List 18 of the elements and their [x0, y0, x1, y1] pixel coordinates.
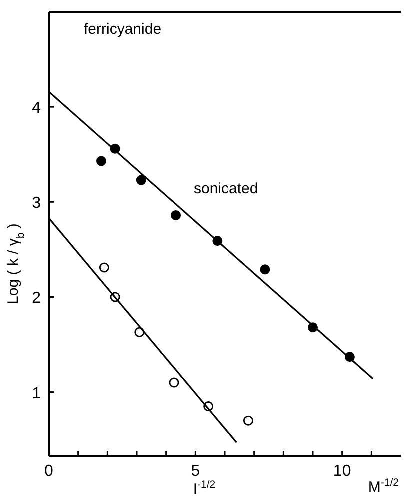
point — [96, 156, 107, 166]
point — [260, 264, 270, 275]
x-tick-label: 10 — [333, 463, 352, 480]
x-tick-label: 5 — [191, 463, 200, 480]
point — [169, 378, 180, 388]
text: M$^{-1/2}$ — [368, 477, 400, 496]
y-tick-label: 3 — [32, 195, 42, 212]
y-tick-label: 2 — [32, 290, 42, 308]
point — [99, 262, 110, 273]
annotation: ferricyanide — [84, 21, 162, 38]
y-tick-label: 1 — [32, 385, 42, 402]
point — [136, 175, 146, 186]
series-label: sonicated — [194, 180, 258, 198]
y-tick-label: 4 — [32, 100, 42, 118]
x-axis-title: I$^{-1/2}$ — [193, 479, 216, 497]
point — [171, 210, 182, 220]
point — [243, 416, 254, 426]
x-tick-label: 0 — [44, 463, 54, 480]
